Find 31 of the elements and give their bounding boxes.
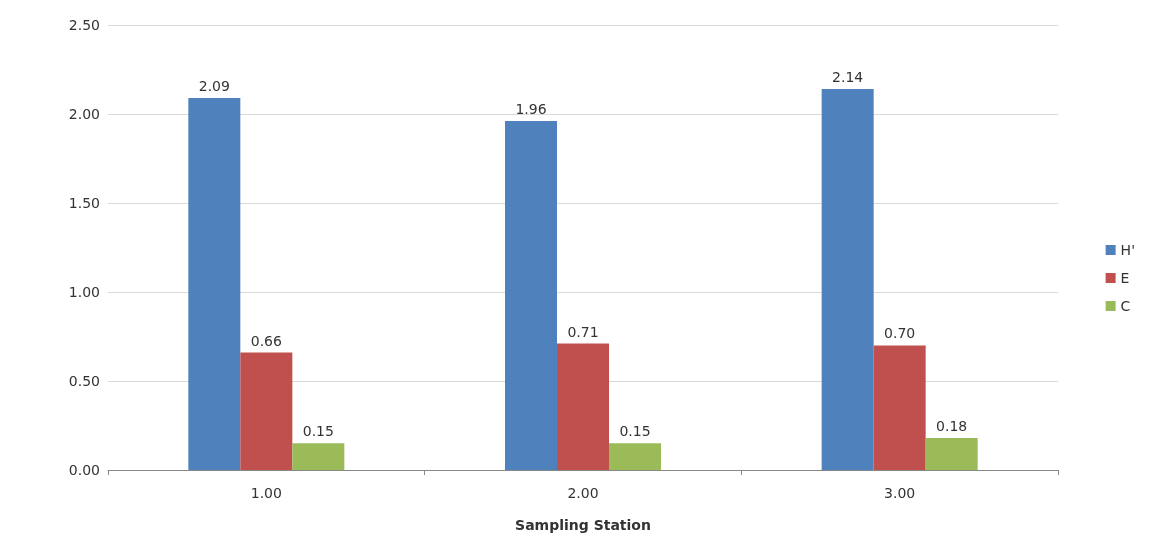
y-tick-label: 0.00 [68,462,100,478]
bar [505,121,557,470]
bar [240,352,293,470]
data-label: 0.18 [936,417,968,434]
x-tick-label: 1.00 [250,485,282,501]
bar [925,437,978,470]
y-tick-label: 1.00 [68,284,100,300]
y-tick-label: 0.50 [68,373,100,389]
bar [188,97,241,470]
data-label: 2.09 [198,77,230,94]
data-label: 0.70 [884,325,916,342]
data-label: 1.96 [515,101,547,118]
x-tick-label: 3.00 [884,485,916,501]
bar [292,443,345,470]
bar [609,443,661,470]
data-label: 0.15 [302,423,334,440]
legend-label: C [1120,298,1131,314]
bar [821,89,874,470]
data-label: 2.14 [832,69,864,86]
x-axis-title: Sampling Station [515,517,651,533]
y-tick-label: 2.00 [68,106,100,122]
data-label: 0.66 [250,332,283,349]
data-label: 0.71 [567,323,599,340]
data-label: 0.15 [619,423,651,440]
y-tick-label: 2.50 [68,17,100,33]
y-tick-label: 1.50 [68,195,100,211]
legend-label: H' [1120,242,1136,258]
legend-label: E [1120,270,1130,286]
bar [873,345,926,470]
bar [557,343,609,470]
x-tick-label: 2.00 [567,485,599,501]
